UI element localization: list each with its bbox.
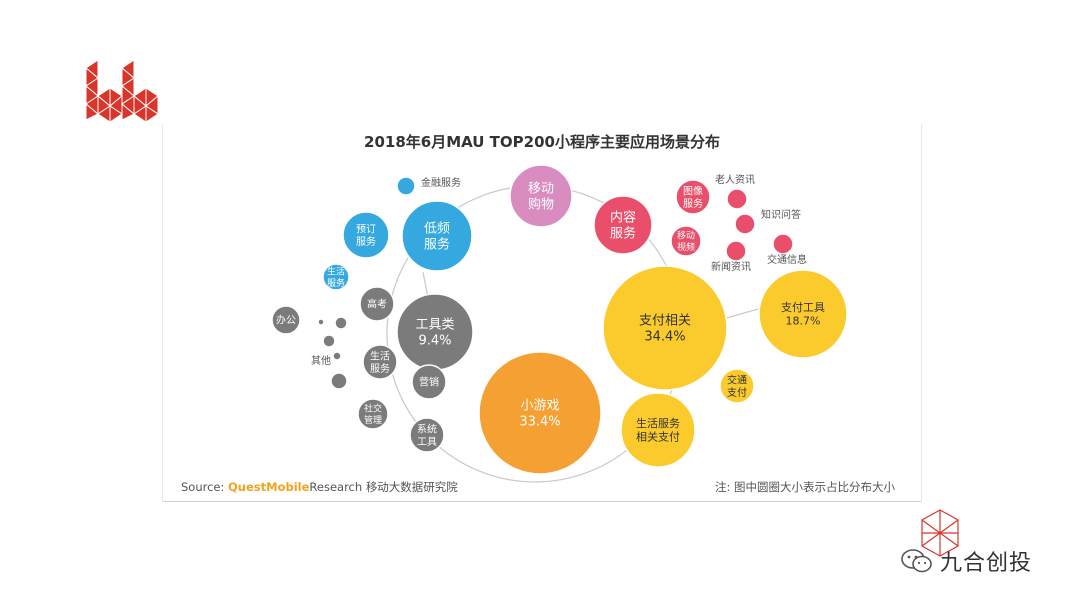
bubble-content-service: 内容服务 xyxy=(593,195,653,255)
bubble-label-image-service: 图像服务 xyxy=(683,185,703,210)
bubble-circle-traffic-payment xyxy=(719,368,755,404)
source-brand-quest: QuestMobile xyxy=(228,480,310,494)
bubble-label-payment: 支付相关 34.4% xyxy=(639,313,691,344)
bubble-circle-elderly-news xyxy=(726,188,748,210)
bubble-circle-life-payment xyxy=(620,392,696,468)
bubble-circle-dot-1 xyxy=(334,316,348,330)
bubble-label-mobile-shopping: 移动购物 xyxy=(528,181,554,212)
bubble-life-service-gray: 生活服务 xyxy=(362,344,398,380)
news-label: 新闻资讯 xyxy=(711,260,751,273)
bubble-circle-payment-tools xyxy=(758,269,848,359)
corner-logo-icon xyxy=(921,509,959,557)
bubble-circle-news xyxy=(725,240,747,262)
watermark: 九合创投 xyxy=(900,546,1032,576)
bubble-circle-image-service xyxy=(675,179,711,215)
bubble-qa xyxy=(734,213,756,235)
bubble-label-mobile-video: 移动视频 xyxy=(677,230,695,253)
bubble-circle-finance-service xyxy=(396,176,416,196)
bubble-label-tools: 工具类 9.4% xyxy=(415,317,454,348)
bubble-circle-marketing xyxy=(411,364,447,400)
bubble-circle-qa xyxy=(734,213,756,235)
bubble-label-gaokao: 高考 xyxy=(367,298,387,311)
bubble-circle-life-service-blue xyxy=(322,263,350,291)
bubble-label-social-mgmt: 社交管理 xyxy=(364,403,382,426)
bubble-label-marketing: 营销 xyxy=(419,376,439,389)
bubble-circle-system-tools xyxy=(409,417,445,453)
bubble-marketing: 营销 xyxy=(411,364,447,400)
bubble-circle-dot-2 xyxy=(322,334,336,348)
bubble-dot-5 xyxy=(330,372,348,390)
bubble-circle-mobile-shopping xyxy=(509,164,573,228)
source-line: Source: QuestMobileResearch 移动大数据研究院 xyxy=(181,479,458,495)
source-prefix: Source: xyxy=(181,480,225,494)
bubble-mini-games: 小游戏 33.4% xyxy=(478,351,602,475)
size-note: 注: 图中圆圈大小表示占比分布大小 xyxy=(714,480,895,494)
other-label: 其他 xyxy=(311,354,331,367)
bubble-dot-1 xyxy=(334,316,348,330)
bubble-label-booking-service: 预订服务 xyxy=(356,223,376,248)
bubble-circle-mobile-video xyxy=(670,225,702,257)
bubble-traffic-info xyxy=(772,233,794,255)
bubble-system-tools: 系统工具 xyxy=(409,417,445,453)
bubble-label-payment-tools: 支付工具 18.7% xyxy=(781,301,825,328)
bubble-circle-traffic-info xyxy=(772,233,794,255)
bubble-booking-service: 预订服务 xyxy=(342,211,390,259)
bubble-image-service: 图像服务 xyxy=(675,179,711,215)
bubble-circle-mini-games xyxy=(478,351,602,475)
qa-label: 知识问答 xyxy=(761,208,801,221)
finance-label: 金融服务 xyxy=(421,176,461,189)
bubble-label-content-service: 内容服务 xyxy=(610,209,636,241)
traffic-info-label: 交通信息 xyxy=(767,253,807,266)
bubble-circle-dot-5 xyxy=(330,372,348,390)
bubble-label-office: 办公 xyxy=(276,314,296,327)
bubble-dot-2 xyxy=(322,334,336,348)
bubble-label-life-service-gray: 生活服务 xyxy=(370,349,390,375)
bubble-finance-service xyxy=(396,176,416,196)
bubble-low-freq-service: 低频服务 xyxy=(401,200,473,272)
bubble-office: 办公 xyxy=(271,305,301,335)
bubble-mobile-shopping: 移动购物 xyxy=(509,164,573,228)
source-brand-research: Research xyxy=(309,480,363,494)
bubble-circle-office xyxy=(271,305,301,335)
bubble-label-life-service-blue: 生活服务 xyxy=(327,266,345,289)
bubble-circle-gaokao xyxy=(359,286,395,322)
bubble-circle-social-mgmt xyxy=(357,398,389,430)
bubble-circle-payment xyxy=(602,265,728,391)
chart-card: 2018年6月MAU TOP200小程序主要应用场景分布 移动购物内容服务 图像服… xyxy=(162,124,922,502)
bubble-circle-dot-3 xyxy=(332,351,342,361)
bubble-payment: 支付相关 34.4% xyxy=(602,265,728,391)
bubble-mobile-video: 移动视频 xyxy=(670,225,702,257)
bubble-dot-4 xyxy=(317,318,325,326)
bubble-label-mini-games: 小游戏 33.4% xyxy=(519,398,560,429)
bubble-life-service-blue: 生活服务 xyxy=(322,263,350,291)
brand-logo-icon xyxy=(85,59,159,123)
bubble-elderly-news xyxy=(726,188,748,210)
elderly-news-label: 老人资讯 xyxy=(715,173,755,186)
bubble-label-life-payment: 生活服务相关支付 xyxy=(636,416,680,444)
bubble-circle-booking-service xyxy=(342,211,390,259)
bubble-label-low-freq-service: 低频服务 xyxy=(424,221,450,252)
wechat-icon xyxy=(901,549,932,573)
bubble-payment-tools: 支付工具 18.7% xyxy=(758,269,848,359)
bubble-traffic-payment: 交通支付 xyxy=(719,368,755,404)
bubble-label-traffic-payment: 交通支付 xyxy=(727,373,747,399)
bubble-circle-content-service xyxy=(593,195,653,255)
bubble-circle-low-freq-service xyxy=(401,200,473,272)
connector-line-payment-tools xyxy=(722,306,766,320)
bubble-life-payment: 生活服务相关支付 xyxy=(620,392,696,468)
chart-title: 2018年6月MAU TOP200小程序主要应用场景分布 xyxy=(364,133,720,151)
bubble-gaokao: 高考 xyxy=(359,286,395,322)
bubble-circle-dot-4 xyxy=(317,318,325,326)
bubble-dot-3 xyxy=(332,351,342,361)
bubble-circle-life-service-gray xyxy=(362,344,398,380)
bubble-label-system-tools: 系统工具 xyxy=(417,422,437,448)
bubble-social-mgmt: 社交管理 xyxy=(357,398,389,430)
watermark-text: 九合创投 xyxy=(940,551,1033,576)
source-suffix: 移动大数据研究院 xyxy=(365,480,458,494)
bubble-tools: 工具类 9.4% xyxy=(396,293,474,371)
bubble-news xyxy=(725,240,747,262)
